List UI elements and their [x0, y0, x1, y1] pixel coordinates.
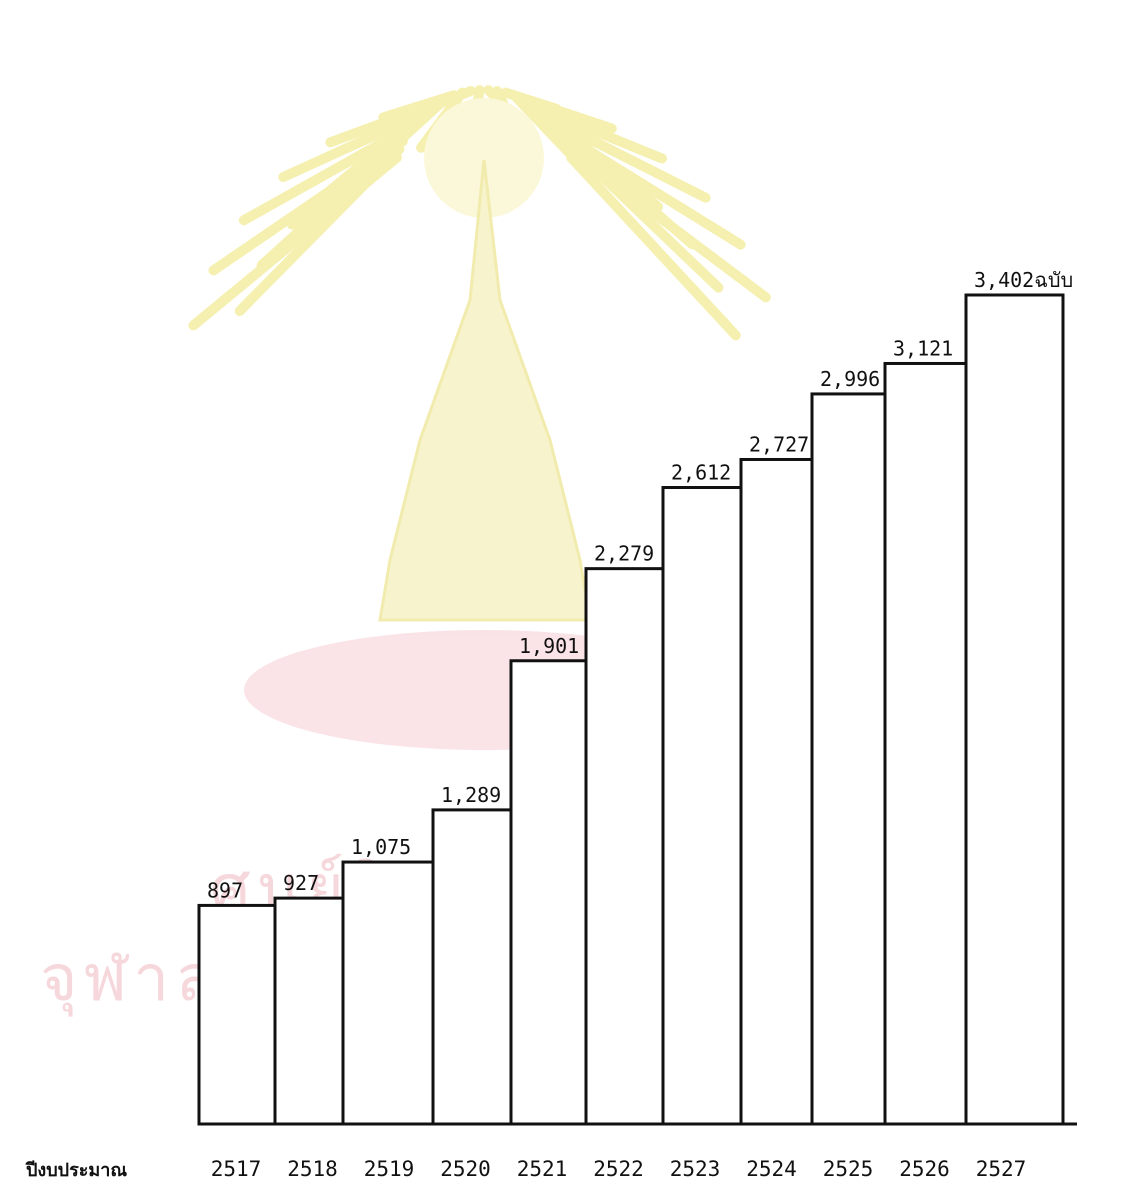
- bar-2522: [584, 567, 665, 1126]
- value-label-2518: 927: [283, 871, 319, 895]
- bar-2521: [509, 659, 588, 1126]
- x-tick-label-2527: 2527: [976, 1157, 1027, 1181]
- x-tick-label-2526: 2526: [899, 1157, 950, 1181]
- watermark-ray: [545, 114, 711, 203]
- value-label-2519: 1,075: [351, 835, 411, 859]
- x-tick-label-2522: 2522: [593, 1157, 644, 1181]
- watermark-ray: [509, 90, 577, 161]
- x-tick-labels-group: 2517 2518 2519 2520 2521 2522 2523 2524 2525 2526…: [211, 1157, 1027, 1181]
- watermark-ray: [368, 93, 451, 170]
- bar-2527: [964, 293, 1065, 1126]
- value-label-2526: 3,121: [893, 336, 953, 360]
- value-label-2527: 3,402ฉบับ: [974, 268, 1073, 292]
- value-label-2525: 2,996: [820, 367, 880, 391]
- bar-2525: [810, 392, 887, 1126]
- value-label-2524: 2,727: [749, 432, 809, 456]
- value-label-2520: 1,289: [441, 783, 501, 807]
- watermark-sun: [424, 98, 544, 218]
- watermark-ray: [566, 152, 741, 341]
- watermark-ray: [563, 144, 771, 303]
- x-tick-label-2517: 2517: [211, 1157, 262, 1181]
- bar-2520: [431, 808, 513, 1126]
- x-tick-label-2521: 2521: [517, 1157, 568, 1181]
- watermark-ray: [234, 144, 405, 317]
- value-label-2521: 1,901: [519, 634, 579, 658]
- bar-2517: [197, 903, 277, 1126]
- bar-2523: [661, 486, 743, 1126]
- bars-group: [197, 293, 1065, 1126]
- watermark-ray: [278, 108, 429, 183]
- x-tick-label-2518: 2518: [287, 1157, 338, 1181]
- value-label-2522: 2,279: [594, 542, 654, 566]
- value-label-2517: 897: [207, 878, 243, 902]
- bar-2526: [883, 361, 968, 1126]
- value-labels-group: 897 927 1,075 1,289 1,901 2,279 2,612 2,727 2,99…: [207, 268, 1073, 902]
- x-tick-label-2520: 2520: [440, 1157, 491, 1181]
- x-tick-label-2519: 2519: [364, 1157, 415, 1181]
- bar-2518: [273, 896, 345, 1126]
- watermark-ray: [555, 128, 746, 250]
- watermark-crown: [378, 159, 592, 622]
- x-tick-label-2525: 2525: [823, 1157, 874, 1181]
- bar-2519: [341, 860, 435, 1126]
- watermark-ray: [532, 102, 668, 164]
- x-tick-label-2523: 2523: [670, 1157, 721, 1181]
- value-label-2523: 2,612: [671, 461, 731, 485]
- x-tick-label-2524: 2524: [746, 1157, 797, 1181]
- watermark-ray: [435, 85, 476, 109]
- x-axis-title: ปีงบประมาณ: [25, 1160, 128, 1181]
- bar-2524: [739, 457, 814, 1126]
